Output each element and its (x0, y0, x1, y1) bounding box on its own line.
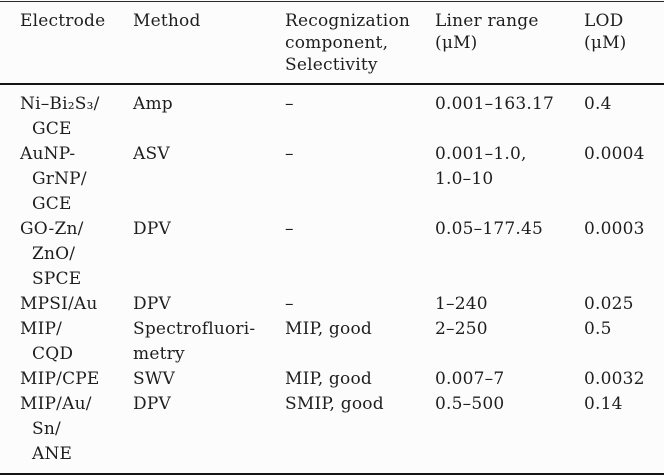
electrode-cell: MIP/Au/ Sn/ ANE (20, 394, 92, 464)
recognition-cell: – (285, 94, 294, 114)
recognition-cell: MIP, good (285, 369, 372, 389)
linear-range-cell: 0.007–7 (435, 369, 505, 389)
col-header-electrode: Electrode (0, 1, 133, 85)
linear-range-cell: 1–240 (435, 294, 488, 314)
recognition-cell: – (285, 219, 294, 239)
method-cell: DPV (133, 394, 171, 414)
table-row: MPSI/Au DPV – 1–240 0.025 (0, 292, 664, 317)
table-row: MIP/ CQD Spectrofluori- metry MIP, good … (0, 317, 664, 367)
electrode-cell: MIP/ CQD (20, 319, 74, 364)
linear-range-cell: 0.001–1.0, 1.0–10 (435, 144, 527, 189)
lod-cell: 0.0003 (584, 219, 645, 239)
electrode-cell: MIP/CPE (20, 369, 100, 389)
method-cell: DPV (133, 294, 171, 314)
table-header: Electrode Method Recognization component… (0, 1, 664, 85)
electrode-cell: GO-Zn/ ZnO/ SPCE (20, 219, 84, 289)
method-cell: Amp (133, 94, 173, 114)
col-header-lod: LOD (μM) (584, 1, 664, 85)
table-row: AuNP- GrNP/ GCE ASV – 0.001–1.0, 1.0–10 … (0, 142, 664, 217)
recognition-cell: MIP, good (285, 319, 372, 339)
header-row: Electrode Method Recognization component… (0, 1, 664, 85)
lod-cell: 0.025 (584, 294, 634, 314)
linear-range-cell: 0.05–177.45 (435, 219, 544, 239)
table-row: GO-Zn/ ZnO/ SPCE DPV – 0.05–177.45 0.000… (0, 217, 664, 292)
lod-cell: 0.14 (584, 394, 623, 414)
method-cell: SWV (133, 369, 175, 389)
table-body: Ni–Bi₂S₃/ GCE Amp – 0.001–163.17 0.4 AuN… (0, 84, 664, 474)
linear-range-cell: 0.001–163.17 (435, 94, 555, 114)
method-cell: Spectrofluori- metry (133, 319, 256, 364)
col-header-method: Method (133, 1, 285, 85)
recognition-cell: – (285, 294, 294, 314)
electrode-cell: Ni–Bi₂S₃/ GCE (20, 94, 100, 139)
lod-cell: 0.4 (584, 94, 612, 114)
linear-range-cell: 0.5–500 (435, 394, 505, 414)
method-cell: ASV (133, 144, 170, 164)
electrode-cell: MPSI/Au (20, 294, 98, 314)
linear-range-cell: 2–250 (435, 319, 488, 339)
recognition-cell: SMIP, good (285, 394, 384, 414)
lod-cell: 0.5 (584, 319, 612, 339)
table-row: Ni–Bi₂S₃/ GCE Amp – 0.001–163.17 0.4 (0, 84, 664, 142)
recognition-cell: – (285, 144, 294, 164)
col-header-recognition: Recognization component, Selectivity (285, 1, 435, 85)
table-row: MIP/Au/ Sn/ ANE DPV SMIP, good 0.5–500 0… (0, 392, 664, 474)
col-header-linear-range: Liner range (μM) (435, 1, 584, 85)
electrode-cell: AuNP- GrNP/ GCE (20, 144, 87, 214)
lod-cell: 0.0004 (584, 144, 645, 164)
method-cell: DPV (133, 219, 171, 239)
table-row: MIP/CPE SWV MIP, good 0.007–7 0.0032 (0, 367, 664, 392)
lod-cell: 0.0032 (584, 369, 645, 389)
